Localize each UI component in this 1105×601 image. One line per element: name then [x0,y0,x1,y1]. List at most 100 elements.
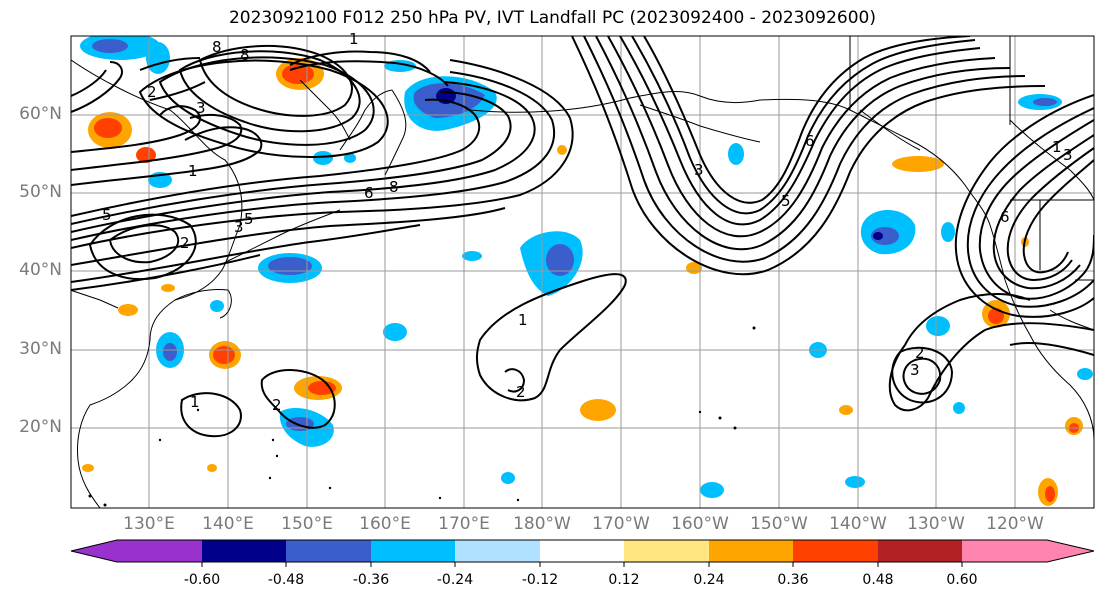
colorbar-segment [878,540,963,562]
contour-label: 5 [244,210,254,228]
shade-patch [136,147,156,163]
colorbar-segment [202,540,287,562]
lon-label: 140°E [202,514,254,534]
contour-label: 5 [781,192,791,210]
contour-label: 1 [1052,138,1062,156]
contour-label: 8 [240,46,250,64]
colorbar-tick-label: -0.48 [267,572,305,588]
shade-patch [313,151,333,165]
contour-label: 3 [196,99,206,117]
contour-label: 8 [389,178,399,196]
shade-patch [213,346,235,364]
contour-label: 1 [190,393,200,411]
shade-patch [344,153,356,163]
shade-patch [871,227,899,245]
lat-label: 20°N [19,417,62,437]
shade-patch [873,232,883,240]
colorbar-outline [70,539,1095,563]
colorbar-tick-label: 0.60 [946,572,978,588]
colorbar-segment [286,540,372,562]
colorbar-segment [962,540,1048,562]
lon-label: 140°W [829,514,887,534]
shade-patch [286,417,314,431]
lon-label: 150°E [281,514,333,534]
lat-label: 30°N [19,339,62,359]
colorbar-tick-label: -0.12 [521,572,559,588]
colorbar-segment [371,540,456,562]
colorbar-segment [709,540,794,562]
shade-patch [118,304,138,316]
contour-label: 6 [364,184,374,202]
contour-label: 2 [516,383,526,401]
lon-label: 130°E [123,514,175,534]
colorbar-segment [540,540,625,562]
colorbar-segment [793,540,879,562]
colorbar-segment [455,540,541,562]
gridlines [71,36,1094,508]
colorbar-tick-label: 0.12 [608,572,640,588]
coastlines [71,36,1094,508]
colorbar-tick-label: 0.36 [777,572,809,588]
contour-label: 5 [102,206,112,224]
shade-patch [163,343,177,361]
shade-patch [557,145,567,155]
lon-label: 170°W [592,514,650,534]
shade-patch [207,464,217,472]
plot-frame [70,35,1095,509]
contours [71,36,1094,438]
contour-label: 8 [212,38,222,56]
shade-patch [268,257,312,275]
shade-patch [845,476,865,488]
shade-patch [580,399,616,421]
islands [88,326,756,507]
pv-shading [80,36,1093,506]
contour-label: 3 [910,361,920,379]
lon-label: 160°E [359,514,411,534]
contour-label-group: 1 2 3 5 6 8 1 2 3 1 2 3 5 6 8 1 2 3 1 2 … [102,30,1073,414]
shade-patch [1045,486,1055,502]
lon-label: 180°W [513,514,571,534]
colorbar-extend-min [71,540,117,562]
lon-label: 120°W [986,514,1044,534]
colorbar-segment [117,540,203,562]
colorbar-tick-label: 0.48 [862,572,894,588]
contour-label: 2 [147,83,157,101]
shade-patch [926,316,950,336]
shade-patch [462,251,482,261]
shade-patch [953,402,965,414]
contour-label: 1 [188,162,198,180]
contour-label: 1 [518,311,528,329]
colorbar-tick-label: -0.60 [183,572,221,588]
shade-patch [728,143,744,165]
shade-patch [161,284,175,292]
shade-patch [383,323,407,341]
contour-label: 2 [915,344,925,362]
colorbar-tick-label: 0.24 [693,572,725,588]
lat-label: 60°N [19,104,62,124]
shade-patch [146,42,170,74]
contour-label: 1 [349,30,359,48]
shade-patch [700,482,724,498]
shade-patch [94,118,122,138]
colorbar-segment [624,540,710,562]
contour-label: 3 [694,161,704,179]
lon-label: 160°W [671,514,729,534]
shade-patch [92,39,128,53]
contour-label: 6 [805,132,815,150]
shade-patch [501,472,515,484]
lon-label: 150°W [750,514,808,534]
colorbar [70,539,1095,567]
contour-label: 3 [1063,146,1073,164]
shade-patch [892,156,944,172]
map-title: 2023092100 F012 250 hPa PV, IVT Landfall… [228,8,876,28]
contour-label: 6 [1000,208,1010,226]
lat-label: 50°N [19,182,62,202]
shade-patch [1077,368,1093,380]
shade-patch [82,464,94,472]
contour-label: 2 [272,396,282,414]
shade-patch [1033,98,1057,106]
contour-label: 2 [180,234,190,252]
shade-patch [210,300,224,312]
lat-label: 40°N [19,260,62,280]
